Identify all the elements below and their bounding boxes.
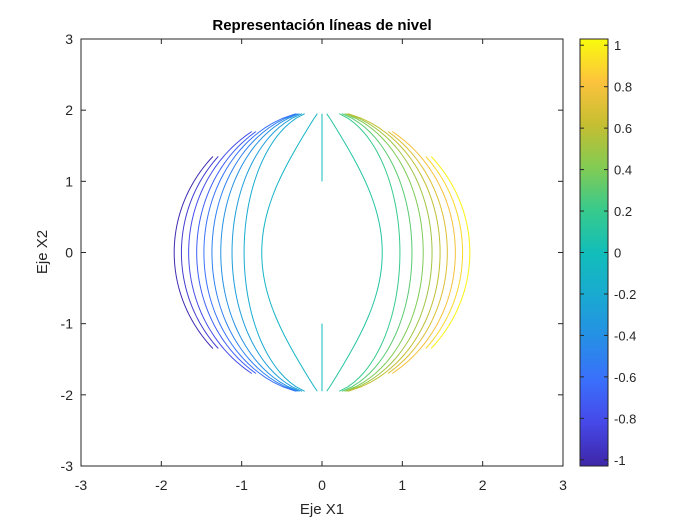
plot-background: [81, 39, 563, 466]
x-axis-ticks: -3 -2 -1 0 1 2 3: [75, 39, 567, 493]
colorbar-tick-label: -1: [614, 453, 626, 468]
y-tick-label: -1: [61, 316, 74, 332]
contour-line: [203, 113, 296, 392]
contour-line: [339, 113, 401, 392]
y-axis-label: Eje X2: [34, 230, 51, 274]
colorbar-tick-label: -0.2: [614, 287, 636, 302]
plot-area: -3 -2 -1 0 1 2 3 -3 -2 -1 0 1 2 3: [61, 31, 568, 493]
colorbar-tick-label: 0.8: [614, 80, 632, 95]
contour-line: [243, 113, 305, 392]
colorbar-tick-label: 0.6: [614, 121, 632, 136]
contour-line: [425, 156, 464, 349]
contour-line: [211, 113, 298, 392]
y-axis-ticks: -3 -2 -1 0 1 2 3: [61, 31, 563, 474]
colorbar: -1 -0.8 -0.6 -0.4 -0.2 0 0.2 0.4 0.6 0.8 1: [579, 38, 636, 468]
x-tick-label: -3: [75, 477, 88, 493]
plot-frame: [80, 38, 564, 467]
x-tick-label: 2: [479, 477, 487, 493]
contour-line: [326, 113, 383, 392]
y-tick-label: 3: [65, 31, 73, 47]
contour-line: [196, 131, 257, 374]
y-tick-label: 0: [65, 245, 73, 261]
contour-line: [173, 156, 214, 349]
colorbar-gradient: [579, 38, 609, 467]
colorbar-tick-label: -0.8: [614, 411, 636, 426]
contour-line: [391, 131, 456, 374]
y-tick-label: -2: [61, 387, 74, 403]
x-tick-label: 0: [318, 477, 326, 493]
contour-line: [430, 156, 471, 349]
contour-lines: [173, 113, 471, 392]
contour-line: [188, 131, 253, 374]
x-tick-label: 3: [559, 477, 567, 493]
colorbar-tick-label: 0.4: [614, 163, 632, 178]
x-tick-label: -1: [235, 477, 248, 493]
colorbar-tick-label: -0.4: [614, 328, 636, 343]
x-axis-label: Eje X1: [300, 501, 344, 518]
colorbar-tick-label: -0.6: [614, 370, 636, 385]
contour-line: [387, 131, 448, 374]
contour-line: [348, 113, 441, 392]
contour-line: [220, 113, 300, 392]
contour-line: [341, 113, 413, 392]
colorbar-tick-label: 1: [614, 38, 621, 53]
y-tick-label: 1: [65, 173, 73, 189]
x-tick-label: 1: [398, 477, 406, 493]
contour-line: [261, 113, 318, 392]
chart-title: Representación líneas de nivel: [212, 17, 431, 34]
colorbar-ticks: -1 -0.8 -0.6 -0.4 -0.2 0 0.2 0.4 0.6 0.8 1: [580, 38, 636, 468]
colorbar-tick-label: 0: [614, 246, 621, 261]
contour-line: [180, 156, 219, 349]
contour-line: [344, 113, 424, 392]
y-tick-label: 2: [65, 102, 73, 118]
colorbar-tick-label: 0.2: [614, 204, 632, 219]
contour-line: [346, 113, 433, 392]
y-tick-label: -3: [61, 458, 74, 474]
x-tick-label: -2: [155, 477, 168, 493]
contour-line: [231, 113, 303, 392]
